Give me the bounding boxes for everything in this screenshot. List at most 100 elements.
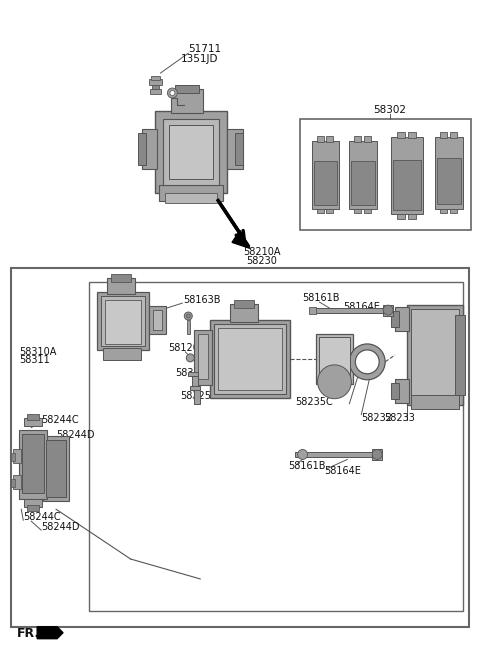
Bar: [12, 453, 15, 461]
Bar: [313, 308, 385, 313]
Bar: [19, 430, 47, 499]
Text: 58233: 58233: [384, 413, 415, 422]
Bar: [192, 376, 198, 386]
Bar: [148, 79, 162, 85]
Bar: [407, 305, 463, 405]
Bar: [89, 283, 463, 611]
Bar: [313, 161, 337, 204]
Bar: [437, 158, 461, 204]
Circle shape: [186, 354, 194, 362]
Bar: [450, 132, 457, 138]
Bar: [300, 119, 471, 231]
Bar: [138, 133, 145, 165]
Circle shape: [355, 350, 379, 374]
Bar: [151, 76, 160, 80]
Bar: [27, 505, 39, 511]
Bar: [13, 476, 21, 489]
Bar: [455, 315, 465, 395]
Bar: [234, 300, 254, 308]
Bar: [142, 129, 157, 169]
Text: 58163B: 58163B: [183, 295, 221, 305]
Circle shape: [186, 314, 190, 318]
Bar: [171, 89, 203, 113]
Text: 58244D: 58244D: [56, 430, 95, 440]
Text: 58164E: 58164E: [343, 302, 380, 312]
Bar: [326, 208, 334, 214]
Bar: [408, 132, 416, 138]
Bar: [97, 292, 148, 350]
Bar: [316, 208, 324, 214]
Text: 58244C: 58244C: [23, 512, 61, 522]
Text: 58302: 58302: [373, 105, 407, 115]
Bar: [27, 414, 39, 420]
Text: 58161B: 58161B: [302, 293, 340, 303]
Bar: [351, 161, 375, 204]
Circle shape: [372, 449, 382, 459]
Bar: [12, 268, 468, 627]
Text: 58164E: 58164E: [324, 466, 361, 476]
Bar: [326, 136, 334, 142]
Bar: [107, 278, 134, 294]
Bar: [156, 111, 227, 193]
Bar: [190, 386, 200, 390]
Bar: [391, 311, 399, 327]
Text: FR.: FR.: [17, 627, 40, 640]
Bar: [391, 383, 399, 399]
Bar: [22, 434, 44, 493]
Bar: [153, 310, 162, 330]
Bar: [152, 85, 159, 89]
Text: 1351JD: 1351JD: [180, 54, 218, 64]
Text: 58120: 58120: [168, 343, 199, 353]
Bar: [315, 334, 353, 384]
Bar: [435, 137, 463, 208]
Bar: [440, 132, 447, 138]
Bar: [148, 306, 167, 334]
Bar: [164, 119, 219, 185]
Text: 58125: 58125: [180, 391, 211, 401]
Bar: [383, 305, 393, 316]
Bar: [214, 324, 286, 394]
Circle shape: [318, 365, 351, 399]
Bar: [105, 300, 141, 344]
Circle shape: [298, 449, 308, 459]
Circle shape: [383, 305, 393, 315]
Bar: [166, 193, 217, 202]
Text: 58244C: 58244C: [41, 415, 79, 424]
Bar: [46, 440, 66, 497]
Bar: [235, 133, 243, 165]
Bar: [364, 136, 371, 142]
Bar: [227, 129, 243, 169]
Bar: [295, 453, 374, 457]
Bar: [13, 449, 21, 463]
Bar: [24, 499, 42, 507]
Bar: [187, 320, 190, 334]
Text: 58235C: 58235C: [296, 397, 334, 407]
Bar: [309, 307, 315, 314]
Bar: [111, 274, 131, 283]
Bar: [43, 436, 69, 501]
Bar: [103, 348, 141, 360]
Circle shape: [170, 91, 175, 95]
Text: 51711: 51711: [188, 44, 221, 54]
Bar: [440, 208, 447, 214]
Bar: [198, 334, 208, 379]
Bar: [319, 337, 350, 381]
Circle shape: [349, 344, 385, 380]
Bar: [411, 395, 459, 409]
Bar: [188, 372, 198, 376]
Bar: [364, 208, 371, 214]
Polygon shape: [37, 627, 63, 639]
Bar: [391, 137, 423, 214]
Bar: [24, 418, 42, 426]
Bar: [210, 320, 290, 397]
Polygon shape: [232, 231, 250, 248]
Bar: [12, 480, 15, 487]
Bar: [101, 296, 144, 346]
Circle shape: [168, 88, 178, 98]
Text: 58244D: 58244D: [41, 522, 80, 532]
Bar: [175, 85, 199, 93]
Bar: [372, 449, 382, 461]
Bar: [194, 330, 212, 385]
Bar: [395, 379, 409, 403]
Text: 58232: 58232: [361, 413, 392, 422]
